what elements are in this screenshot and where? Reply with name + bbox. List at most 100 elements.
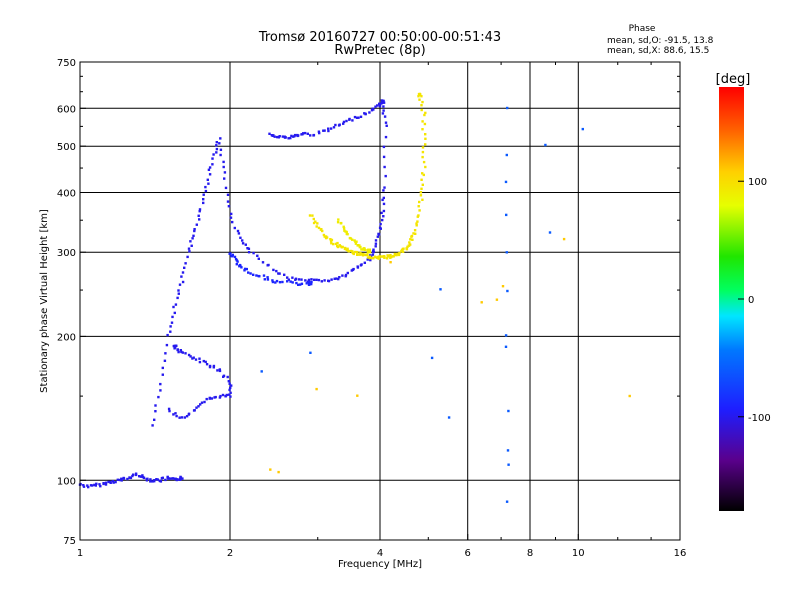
data-point: [353, 115, 357, 119]
data-point: [109, 481, 112, 484]
data-point: [215, 147, 219, 151]
data-point: [183, 266, 186, 269]
data-point: [215, 151, 218, 154]
data-point: [241, 242, 245, 245]
data-point: [312, 133, 316, 137]
data-point: [297, 283, 300, 286]
data-point: [235, 259, 239, 262]
data-point: [317, 226, 321, 230]
data-point: [372, 108, 375, 111]
data-point: [99, 485, 102, 488]
data-point: [311, 214, 314, 217]
data-point: [382, 189, 385, 192]
data-point: [323, 129, 326, 132]
data-point: [266, 278, 270, 281]
data-point: [309, 351, 312, 354]
data-point: [227, 205, 231, 208]
data-point: [263, 278, 266, 281]
data-point: [224, 394, 227, 398]
data-point: [329, 238, 332, 241]
data-point: [256, 254, 259, 257]
data-point: [192, 356, 195, 359]
data-point: [327, 127, 330, 130]
y-axis-label: Stationary phase Virtual Height [km]: [39, 209, 50, 393]
data-point: [275, 269, 278, 273]
data-point: [420, 178, 423, 181]
data-point: [505, 153, 508, 157]
data-point: [218, 396, 222, 399]
data-point: [356, 253, 359, 256]
data-point: [187, 353, 191, 357]
data-point: [356, 394, 359, 397]
data-point: [368, 251, 372, 254]
data-point: [181, 477, 184, 480]
data-point: [165, 343, 169, 347]
data-point: [245, 267, 248, 271]
data-point: [203, 400, 206, 404]
data-point: [189, 355, 192, 358]
data-point: [283, 273, 286, 276]
data-point: [334, 242, 338, 246]
data-point: [228, 388, 231, 392]
data-point: [409, 238, 412, 241]
data-point: [151, 424, 154, 427]
data-point: [382, 145, 386, 149]
data-point: [197, 405, 200, 408]
data-point: [195, 406, 198, 409]
data-point: [104, 483, 108, 486]
data-point: [373, 255, 377, 259]
data-point: [138, 475, 141, 478]
data-point: [200, 401, 204, 404]
data-point: [378, 102, 382, 106]
data-point: [405, 247, 408, 250]
data-point: [380, 211, 383, 215]
data-point: [204, 360, 207, 364]
data-point: [175, 478, 178, 482]
data-point: [215, 144, 218, 147]
data-point: [289, 280, 292, 283]
data-point: [313, 278, 316, 281]
data-point: [374, 245, 377, 248]
data-point: [369, 258, 372, 262]
data-point: [286, 280, 289, 283]
data-point: [185, 415, 189, 418]
data-point: [269, 468, 272, 471]
x-tick-label: 1: [77, 548, 83, 559]
x-tick-label: 16: [674, 548, 687, 559]
data-point: [323, 235, 326, 238]
data-point: [214, 395, 217, 399]
data-point: [408, 241, 411, 244]
y-tick-label: 500: [57, 142, 76, 153]
y-tick-label: 100: [57, 476, 76, 487]
data-point: [149, 480, 152, 483]
data-point: [169, 325, 172, 328]
data-point: [544, 143, 547, 147]
data-point: [192, 234, 195, 237]
data-point: [302, 132, 305, 135]
data-point: [112, 481, 115, 484]
data-point: [247, 271, 250, 274]
data-point: [359, 115, 363, 118]
data-point: [370, 109, 374, 112]
data-point: [278, 272, 281, 275]
data-point: [212, 153, 215, 156]
data-point: [252, 251, 255, 255]
data-point: [325, 236, 329, 239]
data-point: [79, 482, 82, 486]
data-point: [346, 247, 349, 250]
data-point: [384, 135, 388, 139]
data-point: [415, 224, 418, 227]
data-point: [381, 198, 384, 202]
data-point: [129, 476, 133, 480]
data-point: [310, 278, 313, 281]
data-point: [358, 244, 361, 247]
data-point: [94, 484, 97, 487]
data-point: [181, 351, 184, 354]
data-point: [381, 99, 384, 102]
data-point: [191, 237, 194, 240]
data-point: [336, 245, 340, 249]
data-point: [366, 251, 370, 254]
data-point: [141, 474, 144, 477]
data-point: [310, 282, 313, 286]
data-point: [338, 123, 341, 126]
